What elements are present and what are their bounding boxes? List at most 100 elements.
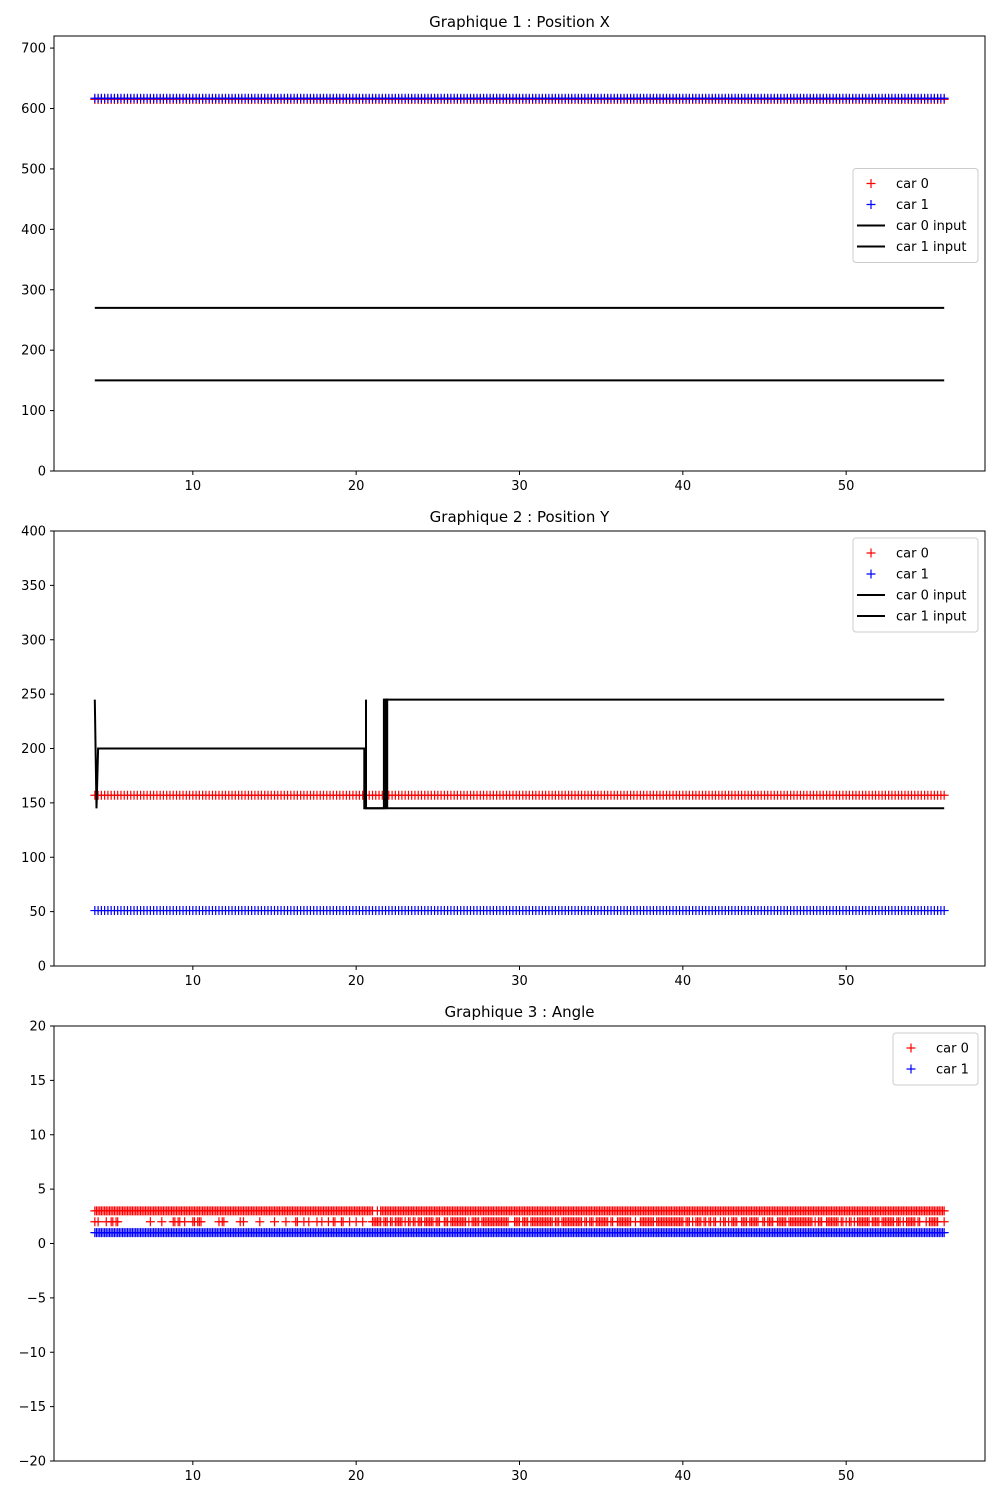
legend-label: car 1 input xyxy=(896,240,966,255)
x-tick-label: 20 xyxy=(348,974,365,989)
legend-box xyxy=(852,537,979,633)
y-tick-label: 50 xyxy=(29,905,46,920)
y-tick-label: 600 xyxy=(21,102,46,117)
series-car-1 xyxy=(90,93,949,103)
y-tick-label: −10 xyxy=(19,1346,46,1361)
x-tick-label: 20 xyxy=(348,479,365,494)
data-point xyxy=(238,1217,248,1227)
data-point xyxy=(939,1228,949,1238)
data-point xyxy=(358,1217,368,1227)
legend-box xyxy=(852,168,979,263)
data-point xyxy=(219,1217,229,1227)
x-tick-label: 40 xyxy=(675,974,692,989)
input-line xyxy=(93,698,945,810)
y-tick-label: 400 xyxy=(21,223,46,238)
data-point xyxy=(270,1217,279,1227)
data-point xyxy=(939,93,949,103)
plot-area-3 xyxy=(90,1206,949,1238)
plot-area-2 xyxy=(90,698,949,916)
legend-label: car 0 xyxy=(936,1042,969,1057)
data-point xyxy=(939,906,949,916)
series-car-0 xyxy=(90,790,949,800)
legend: car 0 car 1 car 0 input car 1 input xyxy=(852,537,979,633)
x-tick-label: 50 xyxy=(838,1469,855,1484)
input-line xyxy=(365,698,945,810)
x-tick-label: 40 xyxy=(675,1469,692,1484)
y-tick-label: 300 xyxy=(21,633,46,648)
y-tick-label: −5 xyxy=(27,1291,46,1306)
y-tick-label: 15 xyxy=(29,1074,46,1089)
y-tick-label: 0 xyxy=(38,960,46,975)
y-tick-label: 200 xyxy=(21,742,46,757)
y-tick-label: 150 xyxy=(21,796,46,811)
chart-title: Graphique 1 : Position X xyxy=(429,13,610,31)
x-tick-label: 10 xyxy=(185,974,202,989)
legend-box xyxy=(892,1032,979,1086)
y-tick-label: −15 xyxy=(19,1400,46,1415)
series-car-1-input xyxy=(365,698,945,810)
y-tick-label: 20 xyxy=(29,1020,46,1035)
y-tick-label: 0 xyxy=(38,465,46,480)
legend-label: car 0 input xyxy=(896,589,966,604)
legend-marker-handle xyxy=(906,1043,916,1053)
legend: car 0 car 1 car 0 input car 1 input xyxy=(852,168,979,263)
y-tick-label: 100 xyxy=(21,851,46,866)
x-tick-label: 50 xyxy=(838,479,855,494)
y-tick-label: 500 xyxy=(21,162,46,177)
legend-marker-handle xyxy=(906,1064,916,1074)
series-car-0-input xyxy=(93,698,945,810)
data-point xyxy=(196,1217,206,1227)
data-point xyxy=(939,790,949,800)
y-tick-label: 400 xyxy=(21,525,46,540)
series-car-1 xyxy=(90,1228,949,1238)
chart-panel-2: 10 20 30 40 50 0 50 100 150 200 250 300 350 400 Graphi… xyxy=(21,508,986,989)
x-tick-label: 20 xyxy=(348,1469,365,1484)
x-tick-label: 50 xyxy=(838,974,855,989)
y-tick-label: 300 xyxy=(21,283,46,298)
y-tick-label: 0 xyxy=(38,1237,46,1252)
y-tick-label: 350 xyxy=(21,579,46,594)
series-car-0 xyxy=(90,1206,949,1227)
data-point xyxy=(157,1217,167,1227)
data-point xyxy=(113,1217,123,1227)
x-tick-label: 30 xyxy=(511,479,528,494)
data-point xyxy=(281,1217,291,1227)
y-tick-label: 5 xyxy=(38,1183,46,1198)
data-point xyxy=(93,1217,103,1227)
legend-label: car 1 xyxy=(936,1063,969,1078)
data-point xyxy=(939,1206,949,1216)
x-tick-label: 10 xyxy=(185,1469,202,1484)
legend-marker-handle xyxy=(866,548,876,558)
legend-label: car 1 xyxy=(896,568,929,583)
y-tick-label: 10 xyxy=(29,1128,46,1143)
data-point xyxy=(180,1217,190,1227)
chart-title: Graphique 3 : Angle xyxy=(444,1003,594,1021)
y-tick-label: 200 xyxy=(21,344,46,359)
x-tick-label: 10 xyxy=(185,479,202,494)
x-tick-label: 40 xyxy=(675,479,692,494)
legend-marker-handle xyxy=(866,200,876,209)
legend: car 0 car 1 xyxy=(892,1032,979,1086)
y-tick-label: 700 xyxy=(21,42,46,57)
y-tick-label: −20 xyxy=(19,1455,46,1470)
legend-label: car 0 xyxy=(896,177,929,192)
plot-area-1 xyxy=(90,93,949,382)
data-point xyxy=(145,1217,155,1227)
chart-panel-1: 10 20 30 40 500100200300400500600700Graphiqu… xyxy=(21,13,986,494)
legend-label: car 1 input xyxy=(896,610,966,625)
legend-label: car 0 xyxy=(896,547,929,562)
y-tick-label: 100 xyxy=(21,404,46,419)
data-point xyxy=(255,1217,265,1227)
x-tick-label: 30 xyxy=(511,1469,528,1484)
chart-title: Graphique 2 : Position Y xyxy=(430,508,611,526)
series-car-1 xyxy=(90,906,949,916)
x-tick-label: 30 xyxy=(511,974,528,989)
legend-marker-handle xyxy=(866,179,876,188)
legend-label: car 1 xyxy=(896,198,929,213)
legend-marker-handle xyxy=(866,569,876,579)
axes-frame xyxy=(53,1025,986,1462)
chart-panel-3: 10 20 30 40 50 −20 −15 −10 −5 0 5 10 15 20 Graphique 3… xyxy=(19,1003,986,1484)
data-point xyxy=(304,1217,314,1227)
data-point xyxy=(939,1217,949,1227)
